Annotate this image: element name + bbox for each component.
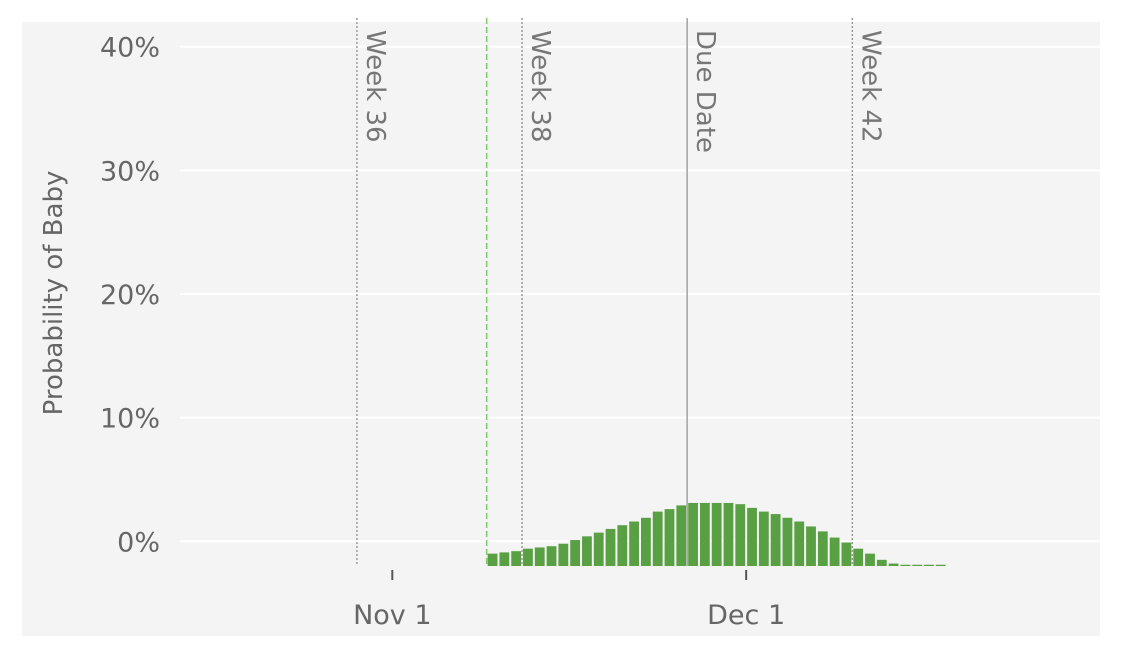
bar <box>499 552 510 566</box>
reference-line-label: Due Date <box>690 30 720 153</box>
bar <box>723 502 734 566</box>
bar <box>570 540 581 566</box>
bar <box>770 514 781 566</box>
bar <box>558 543 569 566</box>
plot-background <box>22 22 1100 636</box>
bar <box>688 502 698 566</box>
y-tick-label: 20% <box>100 280 160 311</box>
bar <box>641 517 651 566</box>
reference-line-label: Week 38 <box>525 30 555 143</box>
bar <box>829 537 840 566</box>
y-axis-title: Probability of Baby <box>39 171 69 416</box>
grid <box>180 45 1100 543</box>
bar <box>935 564 946 566</box>
bar <box>912 564 923 566</box>
reference-lines: Week 36 Week 38 Due Date Week 42 <box>356 18 885 566</box>
bar <box>652 511 663 566</box>
bar <box>629 521 639 566</box>
y-axis: 0% 10% 20% 30% 40% <box>100 33 160 559</box>
bar <box>534 547 545 566</box>
bar <box>865 553 875 566</box>
bar <box>676 505 687 566</box>
bar <box>747 507 757 566</box>
bar <box>794 521 805 566</box>
bar <box>511 551 522 566</box>
bar <box>617 525 628 566</box>
bar <box>841 542 852 566</box>
reference-line-label: Week 42 <box>855 30 885 143</box>
bar <box>806 526 816 566</box>
bar <box>523 548 533 566</box>
bar <box>924 564 934 566</box>
bar <box>853 548 864 566</box>
bar <box>605 528 616 566</box>
bar <box>582 536 592 566</box>
bar <box>664 509 675 566</box>
x-tick-label: Nov 1 <box>353 600 431 631</box>
bar <box>735 504 746 566</box>
reference-line-label: Week 36 <box>360 30 390 143</box>
y-tick-label: 30% <box>100 156 160 187</box>
x-axis: Nov 1 Dec 1 <box>353 570 785 631</box>
y-tick-label: 10% <box>100 404 160 435</box>
y-tick-label: 40% <box>100 33 160 64</box>
bar <box>876 559 887 566</box>
bar <box>900 564 911 566</box>
bar <box>711 502 722 566</box>
bar <box>487 553 498 566</box>
x-tick-label: Dec 1 <box>707 600 785 631</box>
bar <box>546 546 557 566</box>
bars <box>487 502 946 566</box>
bar <box>888 563 899 566</box>
y-tick-label: 0% <box>117 527 160 558</box>
bar <box>699 502 710 566</box>
bar <box>817 531 828 566</box>
bar <box>593 532 604 566</box>
bar <box>782 517 793 566</box>
bar <box>758 511 769 566</box>
